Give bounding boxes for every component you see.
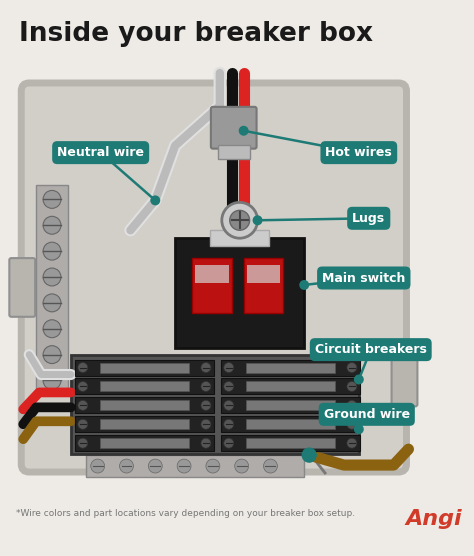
Circle shape <box>224 381 234 391</box>
Bar <box>246 419 335 429</box>
FancyBboxPatch shape <box>9 258 35 317</box>
FancyBboxPatch shape <box>392 358 418 406</box>
Bar <box>210 230 269 246</box>
Text: Circuit breakers: Circuit breakers <box>315 343 427 356</box>
Text: Angi: Angi <box>405 509 462 529</box>
Bar <box>100 438 189 448</box>
Circle shape <box>347 363 357 373</box>
Circle shape <box>201 438 211 448</box>
Bar <box>75 360 214 375</box>
Circle shape <box>347 400 357 410</box>
Circle shape <box>43 346 61 364</box>
Text: Lugs: Lugs <box>352 212 385 225</box>
Circle shape <box>201 363 211 373</box>
Circle shape <box>177 459 191 473</box>
Bar <box>75 379 214 394</box>
Circle shape <box>224 400 234 410</box>
Bar <box>100 381 189 391</box>
Circle shape <box>224 363 234 373</box>
Bar <box>75 435 214 451</box>
Circle shape <box>91 459 105 473</box>
Circle shape <box>347 381 357 391</box>
Bar <box>100 400 189 410</box>
FancyBboxPatch shape <box>211 107 256 148</box>
Circle shape <box>43 268 61 286</box>
Circle shape <box>354 375 364 384</box>
Bar <box>221 416 360 432</box>
Bar <box>221 435 360 451</box>
Bar <box>218 145 250 158</box>
Bar <box>100 419 189 429</box>
Circle shape <box>43 191 61 208</box>
Bar <box>195 265 229 283</box>
Bar <box>36 186 68 394</box>
Circle shape <box>150 195 160 205</box>
Circle shape <box>264 459 277 473</box>
Bar <box>71 355 359 454</box>
Circle shape <box>78 419 88 429</box>
Circle shape <box>148 459 162 473</box>
Bar <box>246 363 335 373</box>
Circle shape <box>239 126 249 136</box>
Circle shape <box>78 363 88 373</box>
Text: Main switch: Main switch <box>322 271 405 285</box>
FancyBboxPatch shape <box>21 83 407 472</box>
Bar <box>75 416 214 432</box>
Bar <box>221 360 360 375</box>
Text: Hot wires: Hot wires <box>326 146 392 159</box>
Text: Ground wire: Ground wire <box>324 408 410 421</box>
Text: Neutral wire: Neutral wire <box>57 146 144 159</box>
Circle shape <box>78 381 88 391</box>
Bar <box>221 379 360 394</box>
Circle shape <box>43 320 61 337</box>
Text: *Wire colors and part locations vary depending on your breaker box setup.: *Wire colors and part locations vary dep… <box>16 509 355 518</box>
Bar <box>244 258 283 313</box>
Bar <box>221 398 360 413</box>
Circle shape <box>201 419 211 429</box>
Circle shape <box>224 419 234 429</box>
Bar <box>86 455 304 477</box>
Text: Inside your breaker box: Inside your breaker box <box>19 21 373 47</box>
Circle shape <box>235 459 249 473</box>
Bar <box>75 398 214 413</box>
Circle shape <box>43 371 61 389</box>
Bar <box>175 238 304 348</box>
Circle shape <box>201 400 211 410</box>
Bar <box>246 438 335 448</box>
Circle shape <box>201 381 211 391</box>
Circle shape <box>354 424 364 434</box>
Circle shape <box>119 459 134 473</box>
Circle shape <box>253 215 263 225</box>
Circle shape <box>43 216 61 234</box>
Circle shape <box>347 438 357 448</box>
Circle shape <box>78 400 88 410</box>
Bar <box>246 400 335 410</box>
Circle shape <box>302 448 316 462</box>
Circle shape <box>347 419 357 429</box>
Circle shape <box>78 438 88 448</box>
Circle shape <box>43 242 61 260</box>
Circle shape <box>222 202 257 238</box>
Circle shape <box>299 280 309 290</box>
Circle shape <box>43 294 61 312</box>
Bar <box>100 363 189 373</box>
Bar <box>192 258 232 313</box>
Bar <box>246 265 281 283</box>
Circle shape <box>206 459 220 473</box>
Circle shape <box>224 438 234 448</box>
Bar <box>246 381 335 391</box>
Circle shape <box>230 210 250 230</box>
